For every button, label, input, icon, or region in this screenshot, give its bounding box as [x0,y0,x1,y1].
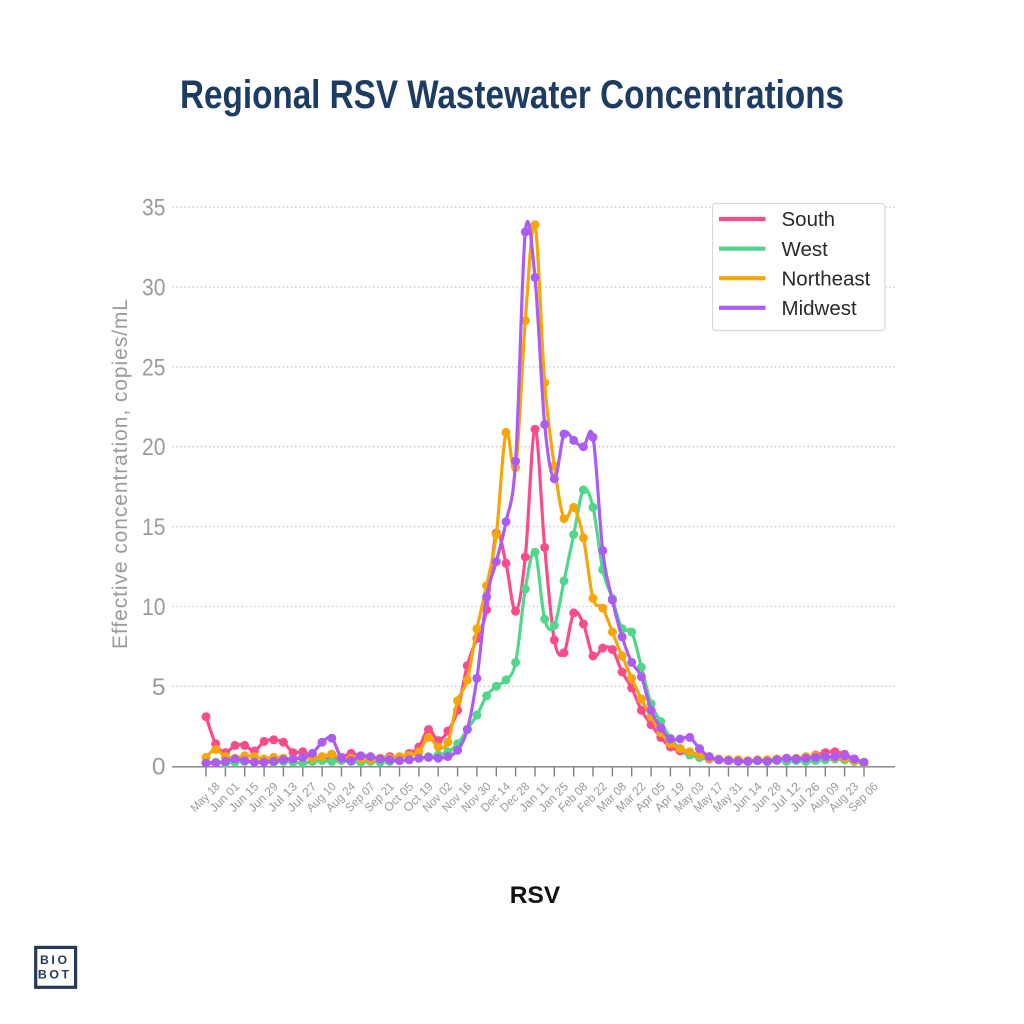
svg-text:Northeast: Northeast [782,267,871,290]
svg-text:20: 20 [142,434,166,461]
svg-text:West: West [782,238,829,261]
svg-text:0: 0 [152,754,166,781]
svg-text:15: 15 [142,514,166,541]
svg-text:Regional RSV Wastewater Concen: Regional RSV Wastewater Concentrations [180,73,844,117]
svg-text:Effective concentration, copie: Effective concentration, copies/mL [109,299,132,649]
svg-text:10: 10 [142,594,166,621]
svg-text:South: South [782,208,836,231]
svg-text:35: 35 [142,195,166,222]
svg-text:BOT: BOT [38,967,72,981]
svg-text:30: 30 [142,275,166,302]
svg-text:RSV: RSV [510,882,561,909]
svg-text:Midwest: Midwest [782,297,857,320]
svg-text:5: 5 [152,674,166,701]
svg-text:25: 25 [142,354,166,381]
svg-text:BIO: BIO [40,953,70,967]
